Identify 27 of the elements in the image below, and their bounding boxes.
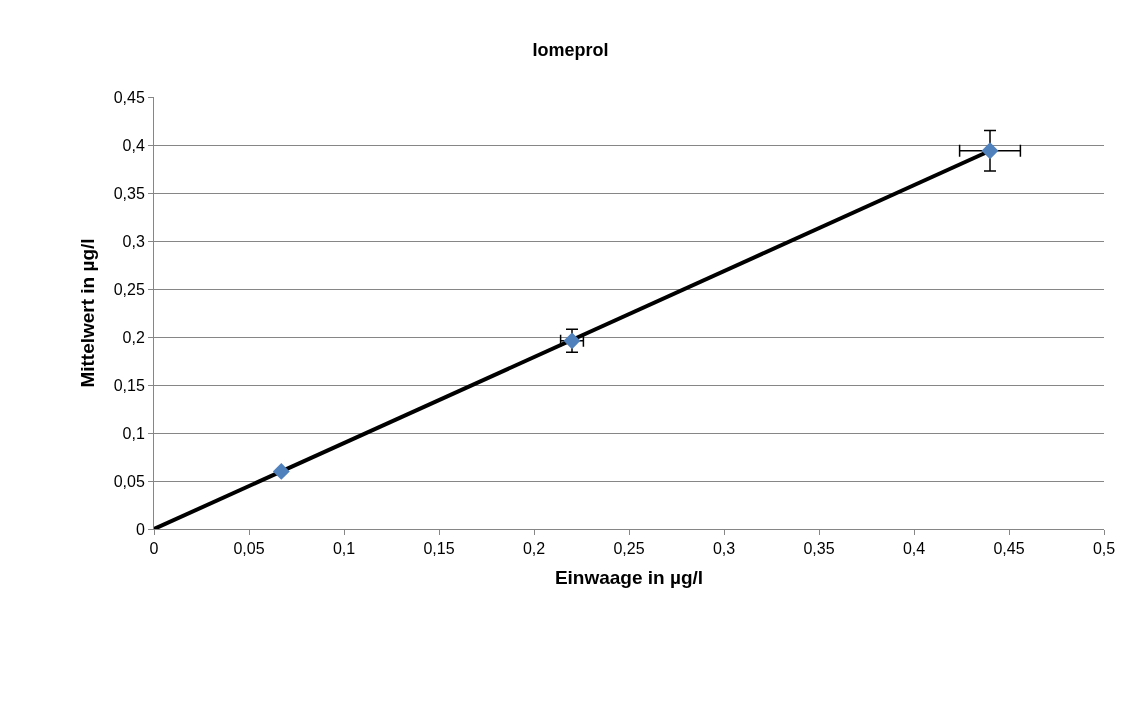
- x-tick-label: 0,35: [803, 540, 835, 558]
- x-tick-label: 0,45: [993, 540, 1025, 558]
- y-tick-label: 0,25: [113, 280, 145, 298]
- y-tick-label: 0,2: [122, 328, 145, 346]
- x-tick-label: 0,25: [613, 540, 645, 558]
- y-tick-label: 0,3: [122, 232, 145, 250]
- x-tick-label: 0,1: [332, 540, 356, 558]
- y-tick-label: 0,1: [122, 424, 145, 442]
- chart-title: Iomeprol: [532, 39, 609, 60]
- point: [563, 332, 581, 350]
- x-tick-label: 0,3: [712, 540, 736, 558]
- x-tick-label: 0: [149, 540, 159, 558]
- x-tick-label: 0,2: [522, 540, 546, 558]
- x-tick-label: 0,5: [1092, 540, 1116, 558]
- y-tick-label: 0,45: [113, 88, 145, 106]
- x-axis-title: Einwaage in µg/l: [554, 567, 704, 588]
- x-tick-label: 0,4: [902, 540, 926, 558]
- y-tick-label: 0,05: [113, 472, 145, 490]
- y-tick-label: 0: [135, 520, 145, 538]
- x-tick-label: 0,15: [423, 540, 455, 558]
- y-tick-label: 0,4: [122, 136, 145, 154]
- point: [981, 142, 999, 160]
- y-tick-label: 0,15: [113, 376, 145, 394]
- y-tick-label: 0,35: [113, 184, 145, 202]
- x-tick-label: 0,05: [233, 540, 265, 558]
- y-axis-title: Mittelwert in µg/l: [76, 238, 98, 388]
- point: [272, 462, 290, 480]
